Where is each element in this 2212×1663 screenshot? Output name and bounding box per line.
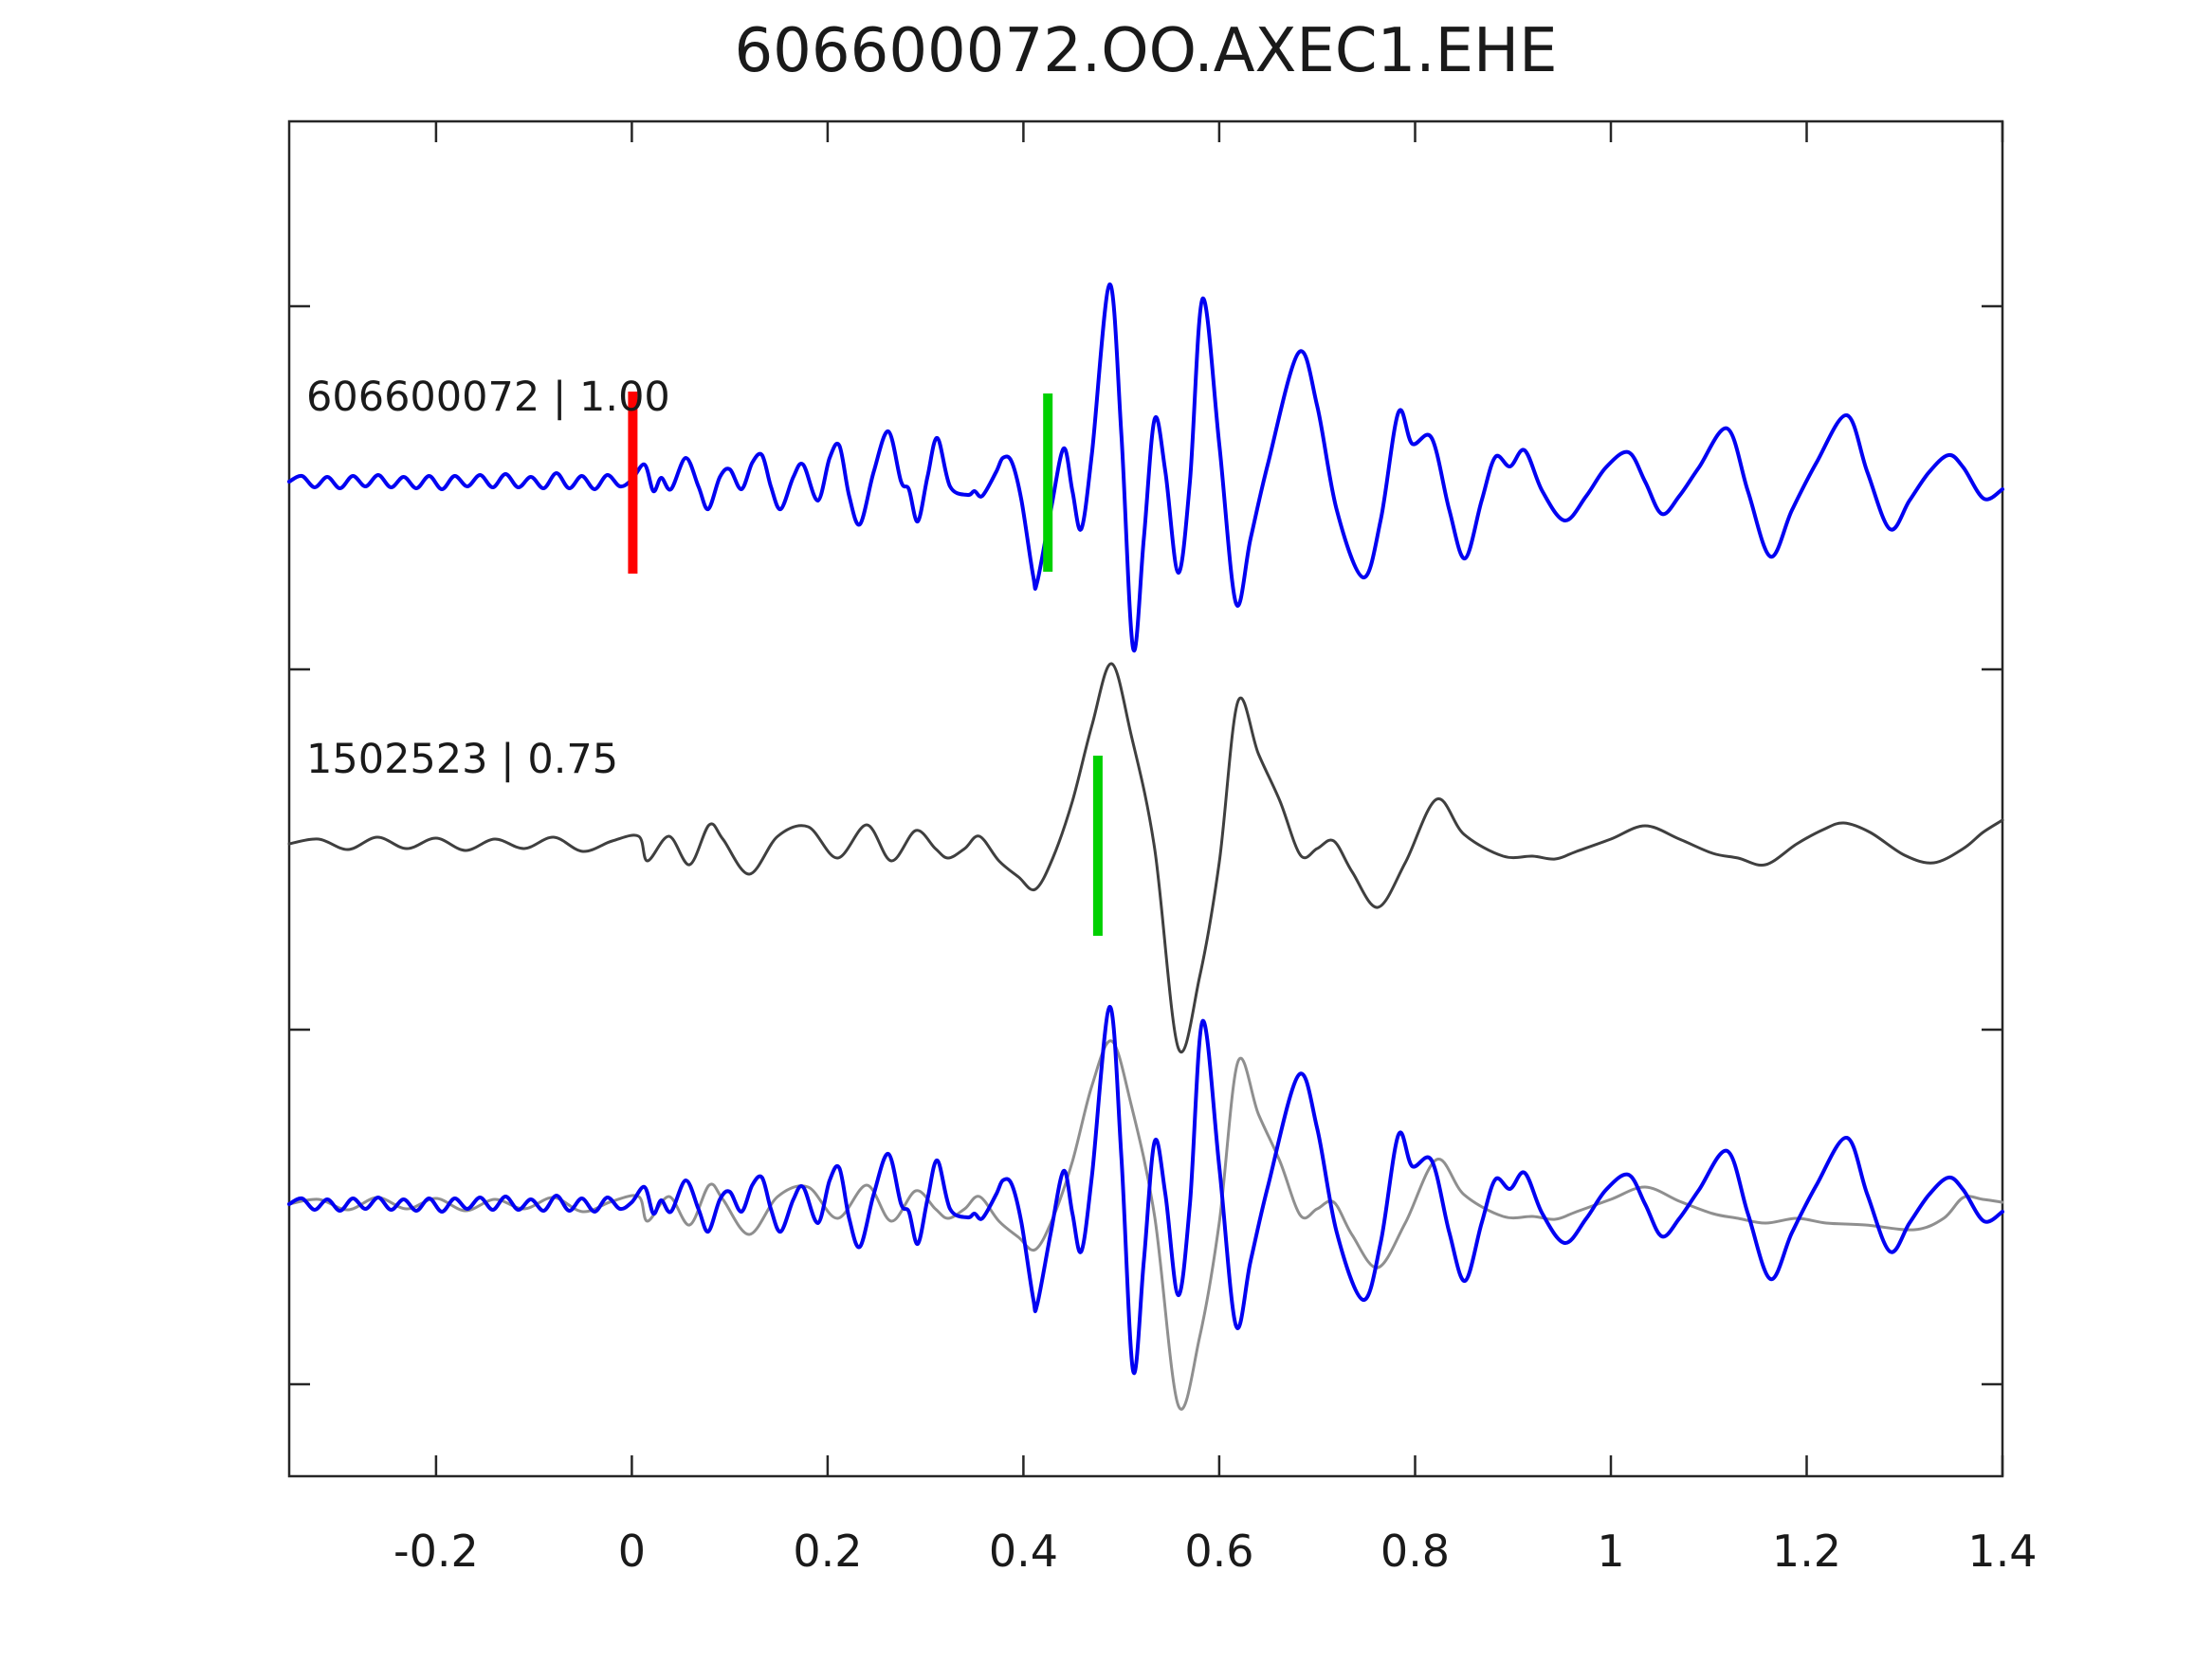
origin-pick-trace1 [628, 392, 638, 574]
x-tick-label: 1.2 [1772, 1526, 1841, 1577]
x-tick-label: 0.2 [793, 1526, 862, 1577]
phase-pick-trace1 [1043, 393, 1053, 572]
x-tick-label: 1 [1597, 1526, 1624, 1577]
x-tick-label: 0.4 [989, 1526, 1058, 1577]
x-tick-label: 0.6 [1184, 1526, 1253, 1577]
trace-template-1502523 [287, 662, 2004, 1054]
x-tick-label: -0.2 [393, 1526, 479, 1577]
plot-frame [287, 119, 2004, 1478]
trace-overlay-template-1502523-aligned [287, 1039, 2004, 1411]
trace-detection-606600072 [287, 282, 2004, 653]
phase-pick-trace2 [1092, 756, 1103, 936]
x-tick-label: 0.8 [1380, 1526, 1450, 1577]
x-tick-label: 0 [618, 1526, 646, 1577]
trace-label: 1502523 | 0.75 [306, 736, 618, 783]
chart-title: 606600072.OO.AXEC1.EHE [734, 16, 1557, 86]
x-tick-label: 1.4 [1967, 1526, 2037, 1577]
trace-overlay-detection-606600072 [287, 1004, 2004, 1376]
trace-label: 606600072 | 1.00 [306, 374, 670, 421]
